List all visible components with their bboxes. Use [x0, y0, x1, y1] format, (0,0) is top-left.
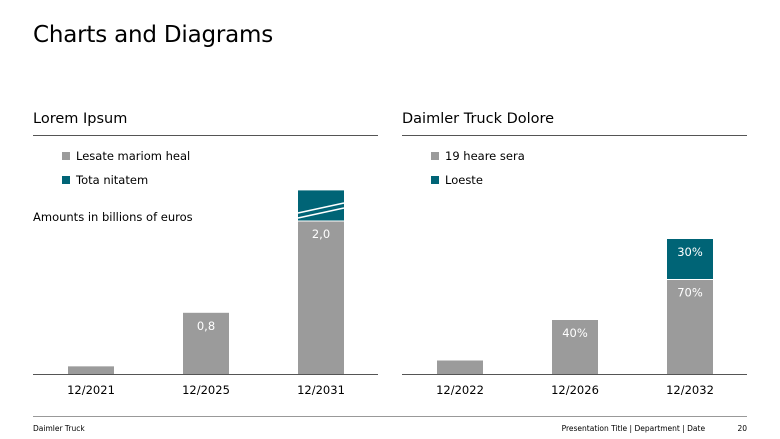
legend-swatch-grey: [62, 152, 70, 160]
x-tick-label: 12/2025: [182, 383, 230, 397]
chart-rule-right: [402, 135, 747, 136]
footer-info: Presentation Title | Department | Date 2…: [562, 424, 747, 433]
x-tick-label: 12/2031: [297, 383, 345, 397]
page-title: Charts and Diagrams: [33, 22, 274, 48]
data-label: 70%: [677, 286, 703, 300]
footer-company: Daimler Truck: [33, 424, 85, 433]
legend-label: Loeste: [445, 173, 483, 187]
bar-grey: [298, 221, 344, 374]
legend-label: Lesate mariom heal: [76, 149, 191, 163]
bar-grey: [667, 279, 713, 374]
legend-item-left-2: Tota nitatem: [62, 173, 148, 187]
footer-rule: [33, 416, 747, 417]
legend-label: 19 heare sera: [445, 149, 525, 163]
data-label: 0,8: [197, 319, 215, 333]
data-label: 40%: [562, 326, 588, 340]
legend-swatch-grey: [431, 152, 439, 160]
bar-grey: [68, 366, 114, 374]
legend-swatch-teal: [62, 176, 70, 184]
axis-break-mark: [297, 202, 345, 214]
page-number: 20: [737, 424, 747, 433]
bar-grey: [437, 360, 483, 374]
chart-rule-left: [33, 135, 378, 136]
legend-item-right-2: Loeste: [431, 173, 483, 187]
data-label: 30%: [677, 245, 703, 259]
data-label: 2,0: [312, 227, 330, 241]
units-note: Amounts in billions of euros: [33, 210, 193, 224]
x-tick-label: 12/2022: [436, 383, 484, 397]
footer-presentation-info: Presentation Title | Department | Date: [561, 424, 706, 433]
bar-grey: [183, 312, 229, 374]
bar-grey: [552, 320, 598, 374]
x-tick-label: 12/2021: [67, 383, 115, 397]
legend-label: Tota nitatem: [76, 173, 149, 187]
x-tick-label: 12/2026: [551, 383, 599, 397]
chart-title-left: Lorem Ipsum: [33, 111, 128, 127]
bar-teal: [667, 239, 713, 280]
legend-item-right-1: 19 heare sera: [431, 149, 525, 163]
axis-break-mark: [297, 207, 345, 219]
legend-item-left-1: Lesate mariom heal: [62, 149, 190, 163]
chart-title-right: Daimler Truck Dolore: [402, 111, 555, 127]
legend-swatch-teal: [431, 176, 439, 184]
x-tick-label: 12/2032: [666, 383, 714, 397]
